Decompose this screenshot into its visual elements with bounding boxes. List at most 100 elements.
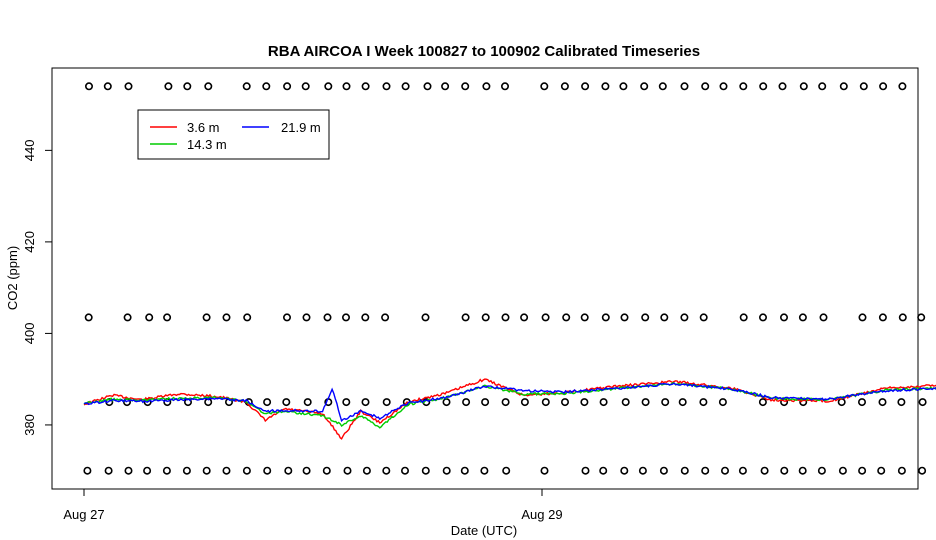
legend-label: 21.9 m [281,120,321,135]
calibration-marker [859,82,868,91]
calibration-marker [442,466,451,475]
calibration-marker [817,466,826,475]
chart-title: RBA AIRCOA I Week 100827 to 100902 Calib… [268,43,700,60]
calibration-marker [382,398,391,407]
calibration-marker [680,466,689,475]
calibration-marker [680,82,689,91]
calibration-marker [738,466,747,475]
y-tick-label: 440 [22,140,37,162]
legend-box [137,109,330,160]
calibration-marker [580,313,589,322]
calibration-marker [897,466,906,475]
calibration-marker [301,82,310,91]
calibration-marker [621,398,630,407]
calibration-marker [581,466,590,475]
calibration-marker [423,82,432,91]
calibration-marker [701,82,710,91]
calibration-marker [182,466,191,475]
plot-frame [51,67,919,490]
calibration-marker [441,82,450,91]
calibration-marker [877,466,886,475]
calibration-marker [798,313,807,322]
calibration-marker [898,82,907,91]
calibration-marker [918,466,927,475]
calibration-marker [283,82,292,91]
calibration-marker [659,466,668,475]
calibration-marker [342,82,351,91]
calibration-marker [461,82,470,91]
calibration-marker [343,466,352,475]
calibration-marker [520,313,529,322]
calibration-marker [361,313,370,322]
calibration-marker [303,398,312,407]
calibration-marker [897,398,906,407]
calibration-marker [302,466,311,475]
calibration-marker [779,313,788,322]
calibration-marker [480,466,489,475]
marker-layer [83,82,927,475]
calibration-marker [243,313,252,322]
y-tick-label: 420 [22,231,37,253]
calibration-marker [601,313,610,322]
calibration-marker [242,82,251,91]
calibration-marker [720,466,729,475]
calibration-marker [620,466,629,475]
calibration-marker [580,398,589,407]
calibration-marker [660,313,669,322]
calibration-marker [758,313,767,322]
calibration-marker [284,466,293,475]
calibration-marker [619,82,628,91]
calibration-marker [85,82,94,91]
calibration-marker [501,313,510,322]
calibration-marker [699,313,708,322]
calibration-marker [401,82,410,91]
calibration-marker [739,82,748,91]
calibration-marker [601,82,610,91]
calibration-marker [759,82,768,91]
calibration-marker [123,313,132,322]
calibration-marker [322,466,331,475]
calibration-marker [917,313,926,322]
calibration-marker [242,466,251,475]
calibration-marker [599,398,608,407]
calibration-marker [482,82,491,91]
calibration-marker [421,313,430,322]
calibration-marker [145,313,154,322]
calibration-marker [680,313,689,322]
calibration-marker [163,313,172,322]
calibration-marker [718,398,727,407]
series-line [83,382,936,423]
calibration-marker [204,82,213,91]
calibration-marker [540,82,549,91]
calibration-marker [701,466,710,475]
calibration-marker [541,398,550,407]
calibration-marker [798,466,807,475]
x-tick-label: Aug 29 [521,507,562,522]
calibration-marker [262,82,271,91]
y-axis: 380 400 420 440 [22,140,52,436]
calibration-marker [183,82,192,91]
series-layer [83,378,936,440]
calibration-marker [202,466,211,475]
calibration-marker [878,398,887,407]
calibration-marker [341,313,350,322]
calibration-marker [641,313,650,322]
calibration-marker [620,313,629,322]
calibration-marker [442,398,451,407]
calibration-marker [658,82,667,91]
calibration-marker [263,398,272,407]
calibration-marker [857,398,866,407]
calibration-marker [361,82,370,91]
legend-label: 14.3 m [187,137,227,152]
y-axis-label: CO2 (ppm) [5,246,20,310]
calibration-marker [400,466,409,475]
calibration-marker [758,398,767,407]
calibration-marker [382,466,391,475]
calibration-marker [878,313,887,322]
calibration-marker [282,313,291,322]
calibration-marker [202,313,211,322]
calibration-marker [362,466,371,475]
calibration-marker [481,313,490,322]
calibration-marker [162,466,171,475]
